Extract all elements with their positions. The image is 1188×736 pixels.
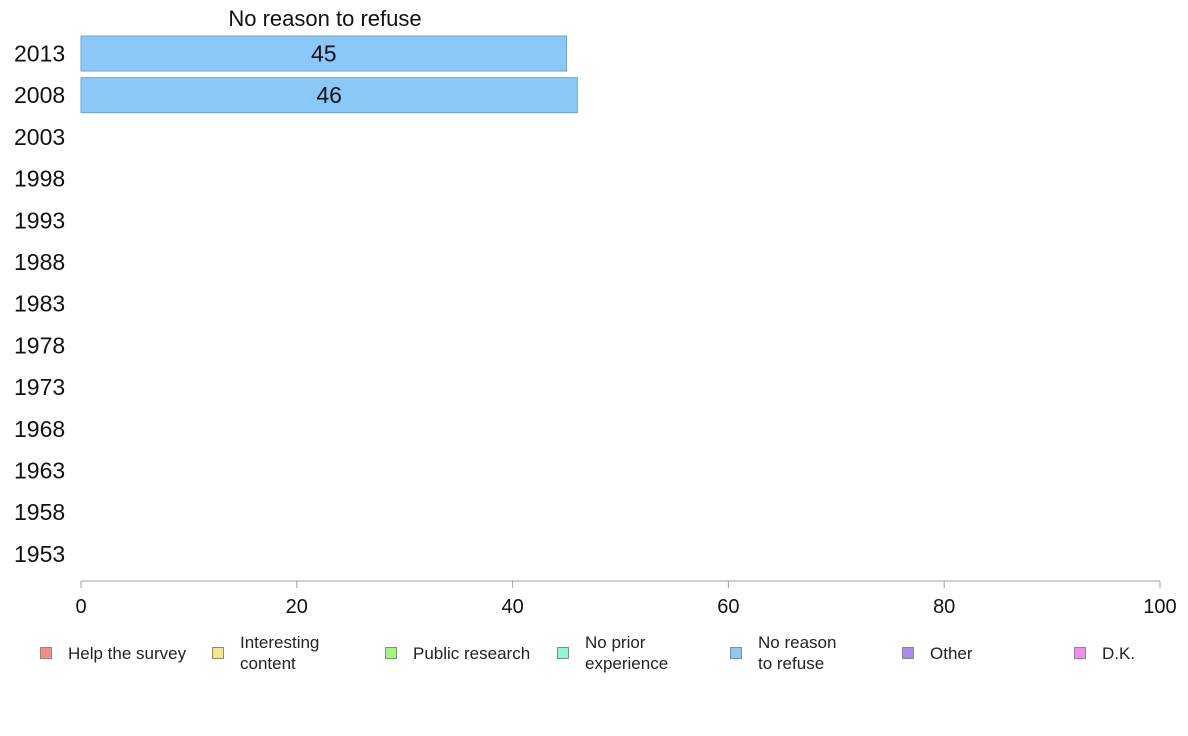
x-tick-label: 0 (75, 596, 86, 618)
legend-label: Public research (413, 643, 531, 663)
x-tick-label: 60 (717, 596, 739, 618)
legend-item: No prior experience (557, 628, 668, 678)
legend-item: Public research (385, 628, 530, 678)
legend-swatch (1074, 647, 1086, 659)
legend-item: Other (902, 628, 973, 678)
legend-item: D.K. (1074, 628, 1135, 678)
legend-swatch (385, 647, 397, 659)
legend-label: Other (930, 643, 973, 663)
y-axis-labels: 2013 2008 2003 1998 1993 1988 1983 1978 1973 1968… (14, 41, 65, 567)
y-tick-label: 2003 (14, 124, 65, 150)
legend-swatch (902, 647, 914, 659)
bar (80, 35, 568, 72)
legend-label: D.K. (1102, 643, 1136, 663)
y-tick-label: 2008 (14, 82, 65, 108)
y-tick-label: 1993 (14, 207, 65, 233)
x-tick-label: 40 (501, 596, 523, 618)
y-tick-label: 1978 (14, 332, 65, 358)
legend-label: No prior experience (585, 633, 669, 673)
y-tick-label: 1968 (14, 416, 65, 442)
y-tick-label: 1988 (14, 249, 65, 275)
x-tick-label: 80 (933, 596, 955, 618)
x-tick-label: 100 (1143, 596, 1176, 618)
bar-value-label: 46 (316, 82, 342, 108)
legend: Help the survey Interesting content Public… (0, 628, 1188, 678)
x-tick-label: 20 (286, 596, 308, 618)
bar-value-label: 45 (311, 41, 337, 67)
x-axis: 0 20 40 60 80 100 (75, 580, 1177, 618)
legend-swatch (212, 647, 224, 659)
legend-label: Interesting content (240, 633, 320, 673)
legend-label: No reason to refuse (758, 633, 837, 673)
legend-label: Help the survey (68, 643, 187, 663)
legend-swatch (40, 647, 52, 659)
y-tick-label: 2013 (14, 41, 65, 67)
y-tick-label: 1953 (14, 541, 65, 567)
legend-swatch (730, 647, 742, 659)
y-tick-label: 1998 (14, 166, 65, 192)
bar (80, 77, 578, 114)
y-tick-label: 1983 (14, 291, 65, 317)
y-tick-label: 1973 (14, 374, 65, 400)
y-tick-label: 1963 (14, 458, 65, 484)
legend-item: Interesting content (212, 628, 319, 678)
legend-item: Help the survey (40, 628, 186, 678)
legend-item: No reason to refuse (730, 628, 836, 678)
bars-group: 45 46 (80, 35, 578, 114)
chart-title: No reason to refuse (228, 6, 421, 31)
legend-swatch (557, 647, 569, 659)
y-tick-label: 1958 (14, 499, 65, 525)
bar-chart: No reason to refuse 45 46 2013 2008 2003 199… (14, 6, 1177, 618)
